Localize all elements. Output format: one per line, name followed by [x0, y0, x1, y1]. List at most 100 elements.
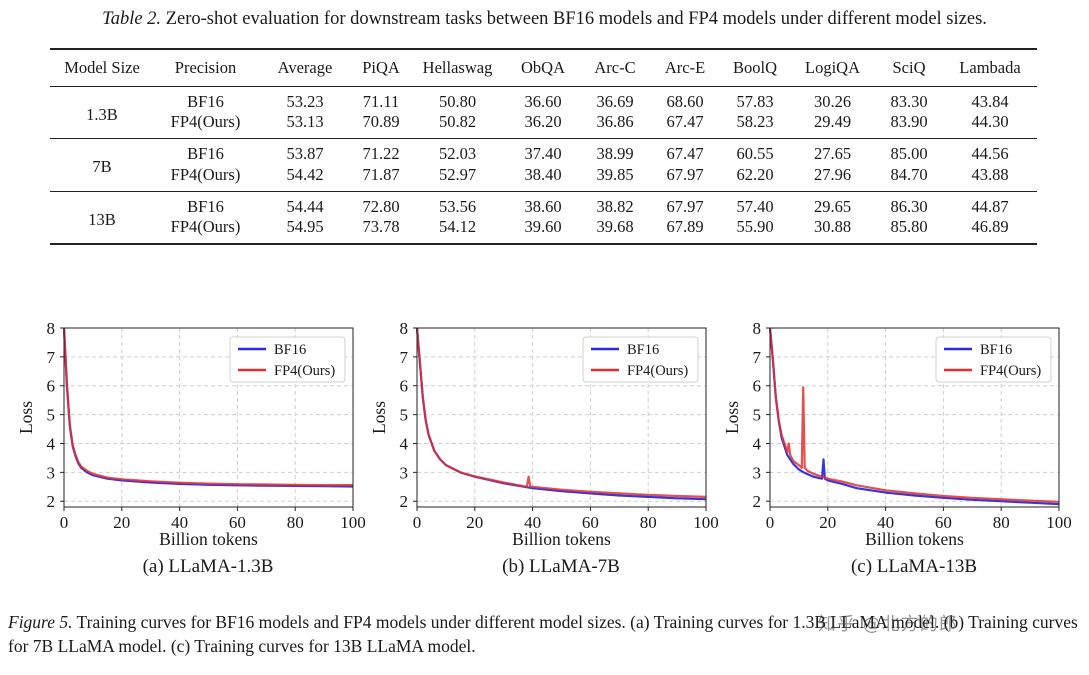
score-cell: 86.30 — [890, 196, 928, 216]
y-tick-label: 8 — [400, 319, 409, 338]
score-cell: 83.30 — [890, 91, 928, 111]
score-cell: 72.80 — [362, 196, 400, 216]
average-cell: 54.44 — [286, 196, 324, 216]
score-cell: 30.26 — [813, 91, 852, 111]
score-cell: 67.47 — [666, 144, 704, 164]
table-row: 7B BF16 53.87 71.22 52.03 37.40 38.99 67.47 60.5… — [50, 138, 1037, 192]
score-cell: 85.80 — [875, 217, 943, 245]
subcaption-a: (a) LLaMA-1.3B — [142, 556, 274, 577]
series-line-fp4-ours- — [62, 327, 353, 487]
results-table: Model Size Precision Average PiQA Hellas… — [50, 48, 1037, 245]
x-tick-label: 100 — [340, 513, 366, 532]
precision-cell: BF16 — [187, 144, 224, 164]
score-cell: 57.83 — [736, 91, 774, 111]
score-cell: 53.56 — [438, 196, 477, 216]
score-cell: 57.40 — [736, 196, 774, 216]
legend-label: BF16 — [274, 342, 306, 358]
score-cell: 67.97 — [650, 164, 720, 192]
score-cell: 68.60 — [666, 91, 704, 111]
score-cell: 60.55 — [736, 144, 774, 164]
y-tick-label: 5 — [47, 406, 56, 425]
x-tick-label: 20 — [819, 513, 836, 532]
y-tick-label: 6 — [400, 377, 409, 396]
score-cell: 67.89 — [650, 217, 720, 245]
header-model-size: Model Size — [50, 48, 154, 87]
legend-label: FP4(Ours) — [980, 363, 1041, 379]
x-tick-label: 20 — [113, 513, 130, 532]
table-row: FP4(Ours) 54.95 73.78 54.12 39.60 39.68 67.89 5… — [50, 217, 1037, 245]
average-cell: 54.42 — [257, 164, 353, 192]
model-size-cell: 7B — [50, 138, 154, 192]
table-caption-text: Zero-shot evaluation for downstream task… — [165, 9, 987, 29]
y-tick-label: 8 — [47, 319, 56, 338]
score-cell: 70.89 — [353, 112, 409, 139]
model-size-cell: 13B — [50, 191, 154, 245]
score-cell: 44.56 — [971, 144, 1009, 164]
header-lambada: Lambada — [943, 48, 1037, 87]
average-cell: 54.95 — [257, 217, 353, 245]
score-cell: 83.90 — [875, 112, 943, 139]
y-tick-label: 7 — [753, 348, 762, 367]
precision-cell: BF16 — [187, 196, 224, 216]
precision-cell: BF16 — [187, 91, 224, 111]
score-cell: 27.96 — [790, 164, 875, 192]
plot-frame — [769, 327, 1060, 508]
score-cell: 36.60 — [524, 91, 562, 111]
header-logiqa: LogiQA — [790, 48, 875, 87]
table-row: 13B BF16 54.44 72.80 53.56 38.60 38.82 67.97 57.… — [50, 191, 1037, 245]
x-axis-label: Billion tokens — [159, 529, 258, 549]
plot-frame — [416, 327, 707, 508]
score-cell: 29.65 — [813, 196, 852, 216]
header-arc-e: Arc-E — [650, 48, 720, 87]
score-cell: 67.97 — [666, 196, 704, 216]
x-tick-label: 60 — [582, 513, 599, 532]
header-sciq: SciQ — [875, 48, 943, 87]
legend-label: BF16 — [627, 342, 659, 358]
score-cell: 38.60 — [524, 196, 562, 216]
score-cell: 54.12 — [409, 217, 506, 245]
y-tick-label: 2 — [47, 492, 56, 511]
legend-label: BF16 — [980, 342, 1012, 358]
x-tick-label: 100 — [1046, 513, 1072, 532]
average-cell: 53.13 — [257, 112, 353, 139]
x-tick-label: 40 — [877, 513, 894, 532]
score-cell: 62.20 — [720, 164, 790, 192]
score-cell: 39.85 — [580, 164, 650, 192]
score-cell: 43.84 — [971, 91, 1009, 111]
score-cell: 29.49 — [790, 112, 875, 139]
score-cell: 52.97 — [409, 164, 506, 192]
header-piqa: PiQA — [353, 48, 409, 87]
x-axis-label: Billion tokens — [512, 529, 611, 549]
y-tick-label: 7 — [47, 348, 56, 367]
table-row: 1.3B BF16 53.23 71.11 50.80 36.60 36.69 68.60 57… — [50, 86, 1037, 139]
score-cell: 84.70 — [875, 164, 943, 192]
score-cell: 67.47 — [650, 112, 720, 139]
header-precision: Precision — [154, 48, 257, 87]
score-cell: 38.40 — [506, 164, 580, 192]
score-cell: 85.00 — [890, 144, 928, 164]
score-cell: 39.68 — [580, 217, 650, 245]
figure-caption: Figure 5. Training curves for BF16 model… — [8, 610, 1083, 658]
y-tick-label: 7 — [400, 348, 409, 367]
y-tick-label: 3 — [400, 463, 409, 482]
header-arc-c: Arc-C — [580, 48, 650, 87]
x-tick-label: 60 — [935, 513, 952, 532]
x-tick-label: 60 — [229, 513, 246, 532]
header-boolq: BoolQ — [720, 48, 790, 87]
figure-caption-label: Figure 5. — [8, 612, 73, 632]
score-cell: 71.11 — [362, 91, 400, 111]
model-size-cell: 1.3B — [50, 86, 154, 139]
table-header-row: Model Size Precision Average PiQA Hellas… — [50, 48, 1037, 87]
score-cell: 71.22 — [362, 144, 400, 164]
legend-label: FP4(Ours) — [627, 363, 688, 379]
header-average: Average — [257, 48, 353, 87]
x-tick-label: 20 — [466, 513, 483, 532]
table-caption-label: Table 2. — [102, 9, 162, 29]
score-cell: 36.20 — [506, 112, 580, 139]
score-cell: 73.78 — [353, 217, 409, 245]
y-tick-label: 6 — [753, 377, 762, 396]
x-tick-label: 0 — [766, 513, 775, 532]
x-tick-label: 0 — [413, 513, 422, 532]
y-tick-label: 6 — [47, 377, 56, 396]
series-line-fp4-ours- — [415, 327, 707, 498]
